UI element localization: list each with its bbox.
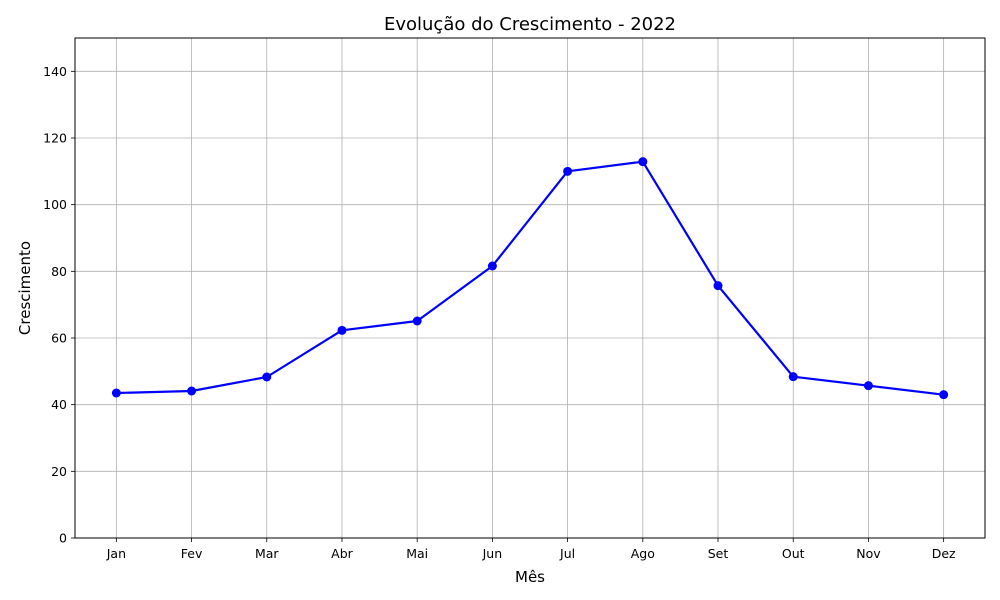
x-tick-label: Jun xyxy=(482,546,503,561)
data-point xyxy=(788,372,798,382)
data-point xyxy=(337,325,347,335)
data-point xyxy=(111,388,121,398)
data-point xyxy=(638,157,648,167)
data-point xyxy=(412,316,422,326)
data-point xyxy=(713,281,723,291)
x-tick-label: Ago xyxy=(631,546,655,561)
y-tick-label: 0 xyxy=(59,531,67,546)
data-point xyxy=(939,390,949,400)
y-tick-label: 20 xyxy=(51,464,67,479)
x-tick-label: Out xyxy=(782,546,805,561)
x-tick-label: Jan xyxy=(106,546,126,561)
y-axis-label: Crescimento xyxy=(16,241,34,335)
y-tick-label: 60 xyxy=(51,331,67,346)
chart-title: Evolução do Crescimento - 2022 xyxy=(384,14,676,35)
y-tick-label: 40 xyxy=(51,397,67,412)
y-tick-label: 80 xyxy=(51,264,67,279)
x-tick-label: Mai xyxy=(406,546,428,561)
data-point xyxy=(863,381,873,391)
x-tick-label: Mar xyxy=(255,546,279,561)
x-tick-label: Nov xyxy=(856,546,881,561)
y-tick-label: 140 xyxy=(43,64,67,79)
series-line xyxy=(116,160,944,396)
plot-area-frame xyxy=(74,37,986,539)
x-tick-label: Set xyxy=(708,546,729,561)
x-tick-label: Jul xyxy=(559,546,575,561)
y-tick-label: 100 xyxy=(43,197,67,212)
series-layer xyxy=(111,157,949,400)
x-tick-label: Abr xyxy=(331,546,353,561)
y-tick-label: 120 xyxy=(43,131,67,146)
x-tick-label: Fev xyxy=(181,546,203,561)
data-point xyxy=(487,261,497,271)
data-point xyxy=(187,386,197,396)
x-tick-label: Dez xyxy=(932,546,956,561)
axis-ticks: Jan Fev Mar Abr Mai Jun Jul Ago Set Out Nov Dez 0 20 4… xyxy=(43,64,956,561)
x-axis-label: Mês xyxy=(515,568,545,586)
data-point xyxy=(262,372,272,382)
data-point xyxy=(563,166,573,176)
